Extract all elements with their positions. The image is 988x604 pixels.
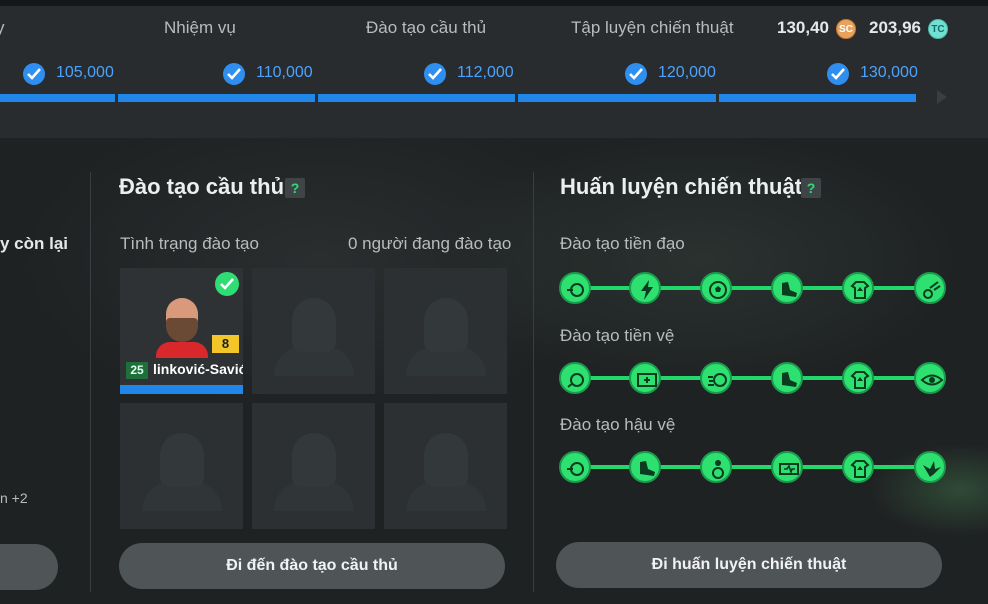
eye-icon[interactable] [914,362,946,394]
forward-training-label: Đào tạo tiền đạo [560,234,685,253]
help-icon[interactable]: ? [801,178,821,198]
pass-icon[interactable] [559,362,591,394]
training-slot-empty[interactable] [252,268,375,394]
scroll-right-icon[interactable] [937,90,947,104]
bird-icon[interactable] [914,451,946,483]
jersey-up-icon[interactable] [842,451,874,483]
player-shirt [156,342,208,358]
milestone-value: 120,000 [658,64,716,81]
ball-icon[interactable] [700,272,732,304]
player-beard [166,318,198,342]
tc-coin-icon: TC [928,19,948,39]
silhouette [292,298,336,352]
check-icon [23,63,45,85]
boot-icon[interactable] [629,451,661,483]
help-icon[interactable]: ? [285,178,305,198]
ball-speed-icon[interactable] [700,362,732,394]
go-player-training-button[interactable]: Đi đến đào tạo cầu thủ [119,543,505,589]
progress-segment [518,94,716,102]
milestone-value: 105,000 [56,64,114,81]
shooting-icon[interactable] [559,451,591,483]
jersey-up-icon[interactable] [842,272,874,304]
silhouette [424,298,468,352]
tab-player-training[interactable]: Đào tạo cầu thủ [366,18,487,37]
training-count-label: 0 người đang đào tạo [348,234,512,253]
top-progress-bar [0,0,988,138]
left-panel-label: y còn lại [0,234,69,253]
top-strip [0,0,988,6]
player-name: linković-Savić [153,361,243,377]
boot-icon[interactable] [771,272,803,304]
progress-segment [118,94,315,102]
player-level-badge: 8 [212,335,239,353]
training-status-label: Tình trạng đào tạo [120,234,259,253]
track-line [575,465,931,469]
check-icon [625,63,647,85]
goal-target-icon[interactable] [629,362,661,394]
sc-coin-icon: SC [836,19,856,39]
player-ovr-badge: 25 [126,362,148,379]
check-icon [223,63,245,85]
defense-training-label: Đào tạo hậu vệ [560,415,676,434]
tactical-training-title: Huấn luyện chiến thuật [560,174,803,199]
player-ball-icon[interactable] [700,451,732,483]
left-panel-button[interactable] [0,544,58,590]
tab-tactical-training[interactable]: Tập luyện chiến thuật [571,18,734,37]
training-slot-empty[interactable] [252,403,375,529]
training-slot-empty[interactable] [384,403,507,529]
track-line [575,286,931,290]
boot-icon[interactable] [771,362,803,394]
shooting-icon[interactable] [559,272,591,304]
tab-missions[interactable]: Nhiệm vụ [164,18,236,37]
training-slot-empty[interactable] [384,268,507,394]
divider [90,172,91,592]
milestone-value: 110,000 [256,64,313,81]
tab-cut-off[interactable]: y [0,18,5,37]
silhouette [424,433,468,487]
silhouette [160,433,204,487]
training-slot-player[interactable]: 8 25 linković-Savić [120,268,243,394]
midfield-training-label: Đào tạo tiền vệ [560,326,675,345]
stamina-icon[interactable] [771,451,803,483]
check-icon [827,63,849,85]
jersey-up-icon[interactable] [842,362,874,394]
silhouette [292,433,336,487]
player-progress-bar [120,385,243,394]
tc-balance: 203,96 [869,18,921,37]
dribble-icon[interactable] [914,272,946,304]
training-slot-empty[interactable] [120,403,243,529]
check-icon [215,272,239,296]
check-icon [424,63,446,85]
left-panel-small: n +2 [0,490,28,506]
lightning-icon[interactable] [629,272,661,304]
player-training-title: Đào tạo cầu thủ [119,174,285,199]
sc-balance: 130,40 [777,18,829,37]
divider [533,172,534,592]
progress-segment [719,94,916,102]
milestone-value: 130,000 [860,64,918,81]
track-line [575,376,931,380]
go-tactical-training-button[interactable]: Đi huấn luyện chiến thuật [556,542,942,588]
milestone-value: 112,000 [457,64,514,81]
progress-segment [318,94,515,102]
progress-segment [0,94,115,102]
